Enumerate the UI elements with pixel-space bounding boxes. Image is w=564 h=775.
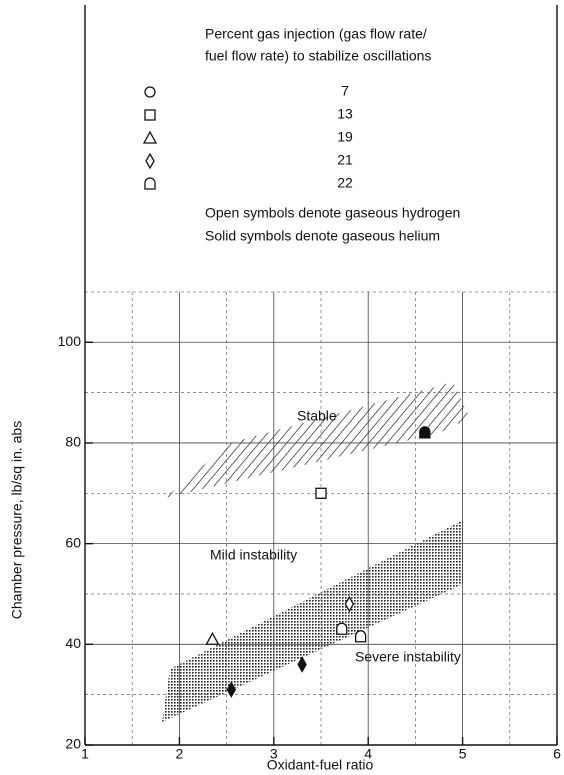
point — [354, 630, 367, 643]
point — [344, 595, 355, 613]
legend-title: fuel flow rate) to stabilize oscillation… — [205, 48, 431, 64]
legend-marker — [142, 130, 158, 144]
y-tick-label: 100 — [58, 333, 82, 349]
y-axis-label: Chamber pressure, lb/sq in. abs — [9, 421, 25, 619]
legend-note: Open symbols denote gaseous hydrogen — [205, 205, 460, 221]
regions — [162, 382, 470, 722]
legend-marker — [144, 177, 156, 190]
legend-marker — [144, 86, 156, 98]
legend-marker — [145, 152, 155, 170]
point — [419, 426, 431, 439]
x-tick-label: 3 — [270, 746, 278, 762]
y-tick-label: 60 — [65, 534, 81, 550]
x-tick-label: 2 — [176, 746, 184, 762]
legend-label: 22 — [337, 175, 353, 191]
point — [205, 631, 220, 645]
x-tick-label: 6 — [553, 746, 561, 762]
y-tick-label: 40 — [65, 635, 81, 651]
legend-marker — [144, 109, 156, 121]
point — [315, 487, 327, 499]
point — [336, 622, 348, 635]
x-tick-label: 1 — [81, 746, 89, 762]
legend-label: 7 — [341, 83, 349, 99]
legend-note: Solid symbols denote gaseous helium — [205, 228, 440, 244]
legend-label: 13 — [337, 106, 353, 122]
transition-band — [162, 520, 463, 722]
legend-title: Percent gas injection (gas flow rate/ — [205, 26, 427, 42]
point — [226, 681, 237, 698]
x-axis-label: Oxidant-fuel ratio — [267, 757, 374, 773]
annotation: Severe instability — [355, 649, 461, 665]
legend-label: 21 — [337, 152, 353, 168]
y-tick-label: 20 — [65, 736, 81, 752]
annotation: Mild instability — [210, 547, 297, 563]
point — [297, 656, 307, 673]
y-tick-label: 80 — [65, 434, 81, 450]
stable-band — [165, 382, 470, 498]
annotation: Stable — [297, 408, 337, 424]
x-tick-label: 4 — [364, 746, 372, 762]
legend-label: 19 — [337, 129, 353, 145]
x-tick-label: 5 — [459, 746, 467, 762]
